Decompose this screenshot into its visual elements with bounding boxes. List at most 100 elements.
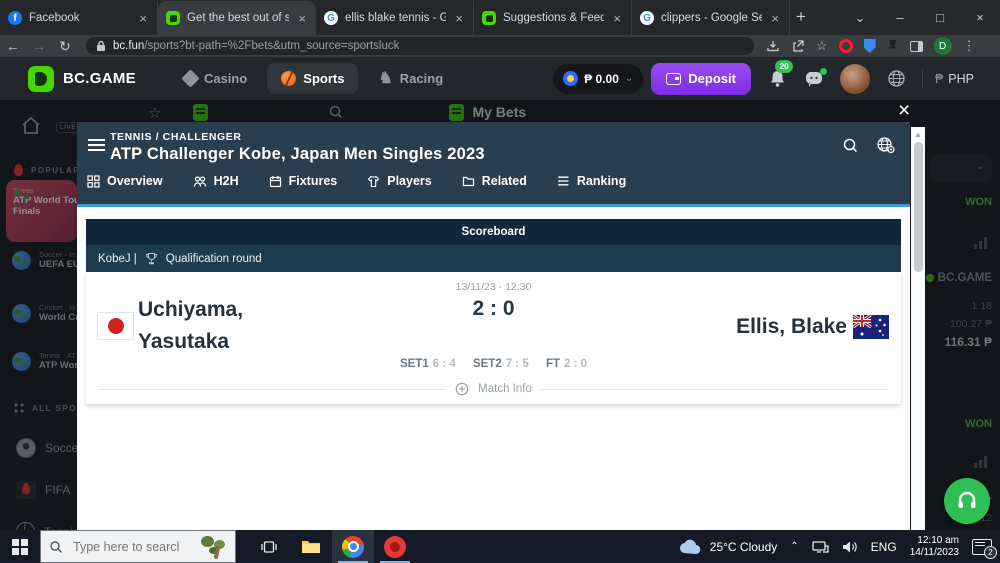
competition-globe-icon <box>12 351 31 371</box>
tab-close-icon[interactable]: × <box>771 10 779 26</box>
notifications-button[interactable]: 20 <box>768 59 794 89</box>
reload-icon[interactable]: ↻ <box>59 37 71 54</box>
close-window-icon[interactable]: × <box>976 10 984 25</box>
start-button[interactable] <box>12 538 28 555</box>
weather-widget[interactable]: 25°C Cloudy <box>678 539 777 554</box>
action-center-button[interactable]: 2 <box>972 538 997 559</box>
user-avatar[interactable] <box>839 63 870 94</box>
modal-close-icon[interactable]: × <box>898 99 911 122</box>
menu-burger-icon[interactable] <box>88 139 105 151</box>
match-score: 2 : 0 <box>472 297 515 320</box>
modal-tabs: Overview H2H Fixtures Players Related <box>87 174 626 188</box>
tab-ranking[interactable]: Ranking <box>557 174 626 188</box>
tab-h2h[interactable]: H2H <box>193 174 239 188</box>
search-icon[interactable] <box>328 104 344 120</box>
language-globe-button[interactable] <box>887 69 906 88</box>
bookmark-star-icon[interactable]: ☆ <box>816 38 828 53</box>
home-icon[interactable] <box>20 116 42 136</box>
taskbar-search[interactable] <box>40 530 236 563</box>
network-icon[interactable] <box>812 540 829 554</box>
popular-item-atp[interactable]: Tennis · AT ATP Wor <box>12 351 77 371</box>
install-icon[interactable] <box>766 39 780 53</box>
task-view-button[interactable] <box>248 530 290 563</box>
language-indicator[interactable]: ENG <box>870 539 897 554</box>
popular-item-worldcup[interactable]: Cricket · In World Cu <box>12 303 77 323</box>
bcgame-logo-icon[interactable] <box>28 65 54 92</box>
scrollbar-thumb[interactable] <box>913 142 923 272</box>
tab-google-ellis[interactable]: G ellis blake tennis - Google S × <box>316 1 474 35</box>
new-tab-button[interactable]: + <box>796 7 806 26</box>
tab-search-icon[interactable]: ⌄ <box>854 10 866 25</box>
file-explorer-button[interactable] <box>290 530 332 563</box>
side-panel-icon[interactable] <box>909 40 923 52</box>
tab-google-clippers[interactable]: G clippers - Google Search × <box>632 1 790 35</box>
address-bar[interactable]: bc.fun/sports?bt-path=%2Fbets&utm_source… <box>86 37 754 55</box>
sidebar-item-fifa[interactable]: FIFA <box>16 481 70 499</box>
match-info-toggle[interactable]: Match Info <box>98 382 890 396</box>
nav-sports[interactable]: Sports <box>267 63 359 94</box>
opera-extension-icon[interactable] <box>838 39 853 53</box>
favorites-star-icon[interactable]: ☆ <box>148 105 162 122</box>
browser-menu-icon[interactable]: ⋮ <box>962 38 976 53</box>
balance-amount: ₱ 0.00 <box>584 71 619 86</box>
match-card[interactable]: Uchiyama, Yasutaka 13/11/23 - 12:30 2 : … <box>86 272 901 404</box>
popular-item-uefa[interactable]: Soccer · In UEFA EU <box>12 250 77 270</box>
chat-button[interactable] <box>804 67 827 88</box>
tab-related[interactable]: Related <box>462 174 527 188</box>
scoreboard-widget: Scoreboard KobeJ | Qualification round U… <box>86 219 901 404</box>
tray-expand-icon[interactable]: ⌃ <box>790 541 799 552</box>
tab-overview[interactable]: Overview <box>87 174 163 188</box>
tab-title: Facebook <box>29 12 80 24</box>
red-app-taskbar-button[interactable] <box>374 530 416 563</box>
scoreboard-header: Scoreboard <box>86 219 901 245</box>
deposit-label: Deposit <box>688 71 736 86</box>
clock[interactable]: 12:10 am 14/11/2023 <box>910 535 959 559</box>
tab-close-icon[interactable]: × <box>613 10 621 26</box>
tab-players[interactable]: Players <box>367 174 432 188</box>
tab-close-icon[interactable]: × <box>139 10 147 26</box>
globe-settings-icon[interactable] <box>876 136 896 154</box>
fifa-icon <box>16 481 36 499</box>
sidebar-item-soccer[interactable]: Soccer <box>16 438 77 458</box>
betslip-icon[interactable] <box>193 104 209 121</box>
player1-name[interactable]: Uchiyama, Yasutaka <box>138 294 243 358</box>
tab-fixtures[interactable]: Fixtures <box>269 174 337 188</box>
search-icon[interactable] <box>842 137 859 154</box>
sidebar-item-tennis[interactable]: Tennis <box>16 521 77 530</box>
brand-name[interactable]: BC.GAME <box>63 70 136 87</box>
bet-status: WON <box>965 418 992 430</box>
nav-casino[interactable]: Casino <box>170 63 261 94</box>
tray-date: 14/11/2023 <box>909 546 959 558</box>
forward-icon[interactable]: → <box>32 38 46 54</box>
modal-scrollbar[interactable]: ▲ <box>911 127 925 530</box>
search-input[interactable] <box>71 538 181 555</box>
profile-avatar[interactable]: D <box>933 37 952 55</box>
share-icon[interactable] <box>791 39 805 53</box>
fiat-currency[interactable]: ₱ PHP <box>935 72 974 86</box>
scroll-up-icon[interactable]: ▲ <box>914 130 922 139</box>
tab-suggestions[interactable]: Suggestions & Feedback - E × <box>474 1 632 35</box>
header-right: ₱ 0.00 ⌄ Deposit 20 ₱ PHP <box>553 59 1000 95</box>
tab-bcgame-sports[interactable]: Get the best out of sports b × <box>158 1 316 35</box>
all-sports-header: ALL SPORTS <box>14 403 77 413</box>
deposit-button[interactable]: Deposit <box>651 62 751 95</box>
bet-filter-dropdown[interactable] <box>930 155 992 183</box>
back-icon[interactable]: ← <box>6 38 20 54</box>
chrome-taskbar-button[interactable] <box>332 530 374 563</box>
pin-extension-icon[interactable] <box>886 40 899 49</box>
promo-card-atp-finals[interactable]: Tennis ATP World Tou Finals <box>6 180 77 242</box>
support-chat-button[interactable] <box>944 478 990 524</box>
mybets-label[interactable]: My Bets <box>472 104 527 120</box>
balance-selector[interactable]: ₱ 0.00 ⌄ <box>553 63 644 94</box>
maximize-icon[interactable]: □ <box>936 10 944 25</box>
tab-close-icon[interactable]: × <box>298 10 306 26</box>
nav-racing[interactable]: ♞ Racing <box>364 63 457 94</box>
shield-extension-icon[interactable] <box>863 39 876 53</box>
player2[interactable]: Ellis, Blake <box>736 315 889 339</box>
minimize-icon[interactable]: – <box>896 10 904 25</box>
bars-chart-icon <box>974 236 990 249</box>
tab-close-icon[interactable]: × <box>455 10 463 26</box>
volume-icon[interactable] <box>842 540 858 554</box>
tab-facebook[interactable]: f Facebook × <box>0 1 158 35</box>
live-badge[interactable]: LIVE <box>56 122 77 133</box>
